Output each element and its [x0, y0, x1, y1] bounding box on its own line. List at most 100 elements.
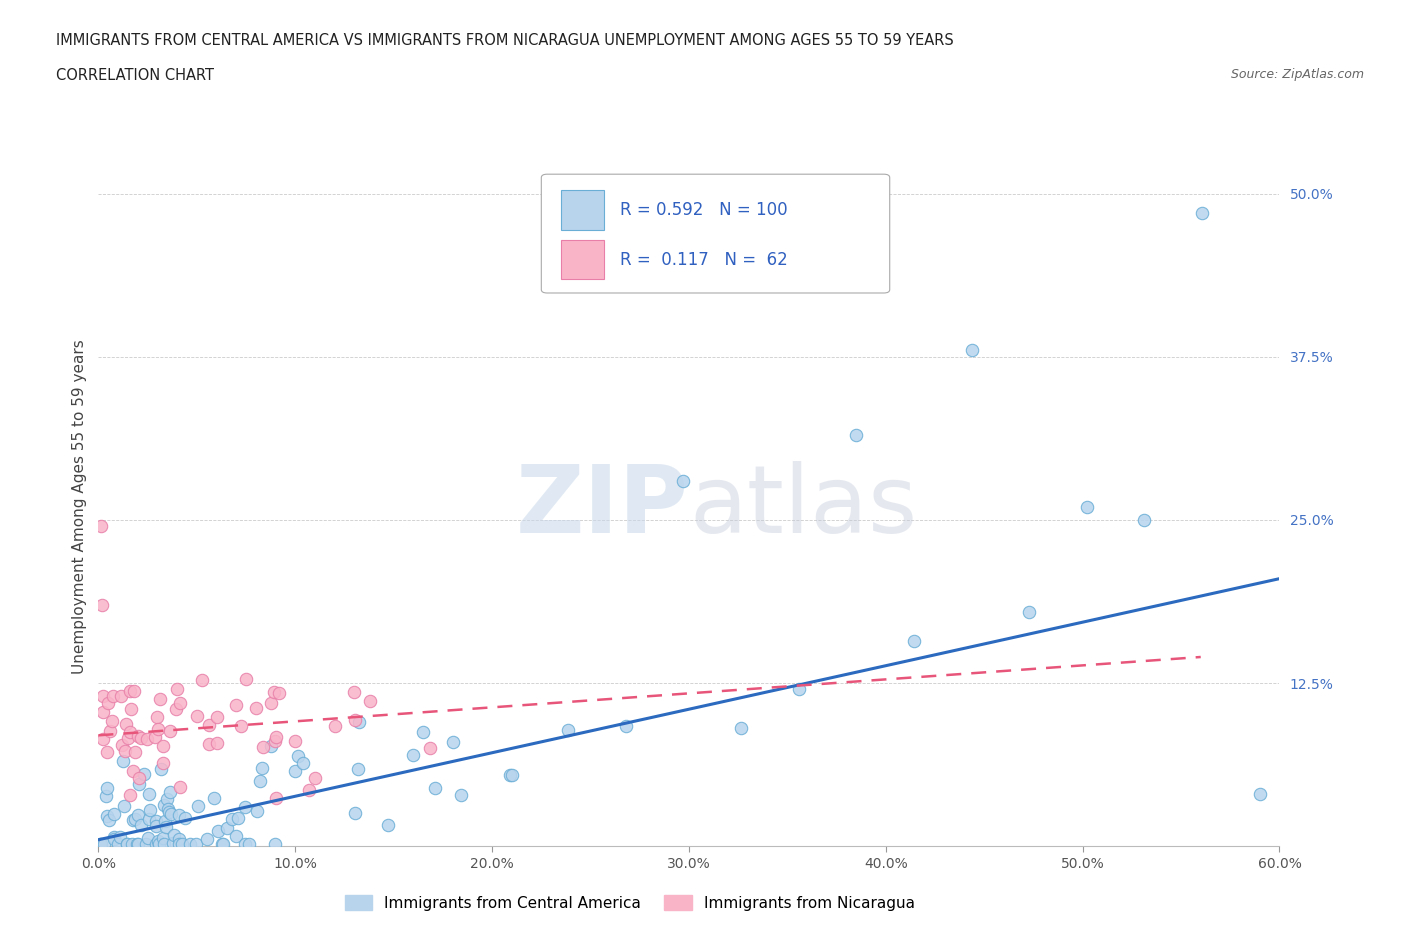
Point [291, 755, 314, 770]
Point [229, 718, 252, 733]
Point [135, 732, 157, 747]
Point [148, 836, 170, 851]
Point [145, 814, 167, 829]
Point [114, 743, 136, 758]
Point [98, 724, 121, 738]
Point [91, 704, 114, 719]
Point [145, 836, 167, 851]
Point [90, 836, 112, 851]
Point [153, 814, 176, 829]
Point [132, 766, 155, 781]
Point [441, 735, 464, 750]
Point [672, 473, 695, 488]
Point [903, 633, 925, 648]
Point [499, 768, 522, 783]
Point [149, 692, 172, 707]
Point [127, 807, 149, 822]
Point [169, 779, 191, 794]
Point [191, 672, 214, 687]
Point [103, 807, 125, 822]
Point [118, 684, 141, 699]
Point [1076, 499, 1098, 514]
Point [122, 813, 145, 828]
Point [1133, 512, 1156, 527]
Text: R =  0.117   N =  62: R = 0.117 N = 62 [620, 251, 789, 269]
Point [198, 737, 221, 751]
Point [129, 817, 152, 832]
Point [107, 836, 129, 851]
Point [264, 790, 287, 805]
Text: ZIP: ZIP [516, 461, 689, 552]
Point [221, 812, 243, 827]
Point [211, 836, 233, 851]
Point [298, 782, 321, 797]
Point [117, 836, 139, 851]
Point [159, 724, 181, 738]
Point [156, 801, 179, 816]
Text: R = 0.592   N = 100: R = 0.592 N = 100 [620, 201, 789, 219]
Point [205, 736, 228, 751]
Point [155, 820, 177, 835]
Point [167, 831, 190, 846]
Point [156, 791, 179, 806]
Point [217, 820, 239, 835]
Point [108, 830, 131, 844]
Point [90, 597, 112, 612]
Point [195, 831, 218, 846]
Point [136, 830, 159, 845]
Point [118, 788, 141, 803]
Point [343, 806, 366, 821]
Point [128, 777, 150, 791]
Point [94, 789, 117, 804]
Point [1018, 604, 1040, 619]
Point [93, 836, 115, 851]
Point [1249, 787, 1271, 802]
Point [120, 701, 142, 716]
Point [89, 836, 111, 851]
Point [225, 698, 247, 712]
Point [264, 734, 287, 749]
Point [97, 696, 120, 711]
Point [205, 710, 228, 724]
Point [284, 764, 307, 779]
Point [96, 744, 118, 759]
Point [347, 714, 370, 729]
Point [284, 733, 307, 748]
Point [160, 807, 183, 822]
Point [184, 836, 207, 851]
Point [152, 836, 174, 851]
Point [730, 721, 752, 736]
Point [138, 812, 160, 827]
Point [143, 730, 166, 745]
Point [233, 836, 256, 851]
Point [412, 724, 434, 739]
Point [186, 709, 208, 724]
Point [124, 745, 146, 760]
Point [152, 830, 174, 845]
Point [225, 829, 247, 844]
Point [149, 762, 172, 777]
Point [159, 785, 181, 800]
Point [425, 780, 447, 795]
Point [252, 739, 274, 754]
Point [152, 797, 174, 812]
Point [127, 836, 149, 851]
FancyBboxPatch shape [541, 174, 890, 293]
Point [110, 689, 132, 704]
Point [323, 718, 346, 733]
Point [246, 804, 269, 818]
Point [450, 787, 472, 802]
Point [117, 730, 139, 745]
Point [207, 823, 229, 838]
Point [187, 798, 209, 813]
Point [233, 800, 256, 815]
Point [787, 682, 810, 697]
Point [238, 836, 260, 851]
Point [96, 808, 118, 823]
Point [162, 836, 184, 851]
Point [118, 725, 141, 740]
FancyBboxPatch shape [561, 191, 605, 230]
Point [845, 428, 868, 443]
Point [263, 684, 285, 699]
Point [122, 764, 145, 778]
